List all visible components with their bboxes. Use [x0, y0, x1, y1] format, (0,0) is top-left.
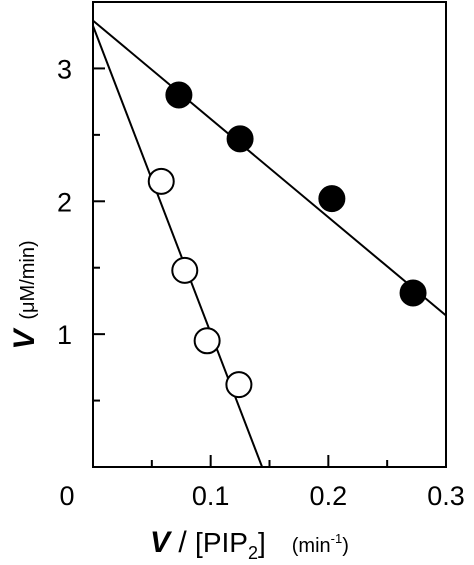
filled-data-point	[226, 125, 254, 153]
x-axis-label: V / [PIP2] (min-1)	[150, 526, 349, 563]
x-axis-bracket-close: ]	[258, 527, 266, 558]
plot-border	[92, 1, 447, 468]
open-data-point	[171, 256, 199, 284]
open-data-point	[147, 167, 175, 195]
fit-lines	[92, 19, 447, 468]
x-tick-label: 0	[59, 481, 74, 511]
x-tick-label: 0.3	[427, 481, 465, 511]
filled-data-point	[165, 81, 193, 109]
y-tick-label: 2	[57, 187, 72, 217]
x-tick-label: 0.1	[192, 481, 230, 511]
tick-labels: 0 0.1 0.2 0.3 1 2 3	[57, 54, 465, 511]
x-axis-pip: PIP	[203, 527, 248, 558]
plot-frame	[92, 1, 447, 468]
open-data-point	[193, 327, 221, 355]
x-axis-pip-subscript: 2	[248, 543, 258, 563]
x-axis-unit-close: )	[342, 535, 349, 557]
x-axis-unit-superscript: -1	[331, 531, 343, 546]
data-markers	[147, 81, 427, 399]
x-axis-variable: V	[150, 526, 173, 559]
x-axis-bracket-open: [	[195, 527, 203, 558]
x-axis-slash: /	[170, 526, 195, 559]
y-tick-label: 1	[57, 320, 72, 350]
y-axis-unit: (μM/min)	[17, 240, 39, 319]
filled-series-fit-line	[92, 19, 447, 317]
y-axis-variable: V	[8, 327, 41, 350]
open-data-point	[225, 371, 253, 399]
filled-data-point	[399, 279, 427, 307]
y-tick-label: 3	[57, 54, 72, 84]
x-tick-label: 0.2	[310, 481, 348, 511]
filled-data-point	[318, 185, 346, 213]
y-axis-label: V (μM/min)	[8, 240, 41, 349]
axis-ticks	[93, 67, 389, 467]
x-axis-unit-open: (min	[292, 535, 331, 557]
